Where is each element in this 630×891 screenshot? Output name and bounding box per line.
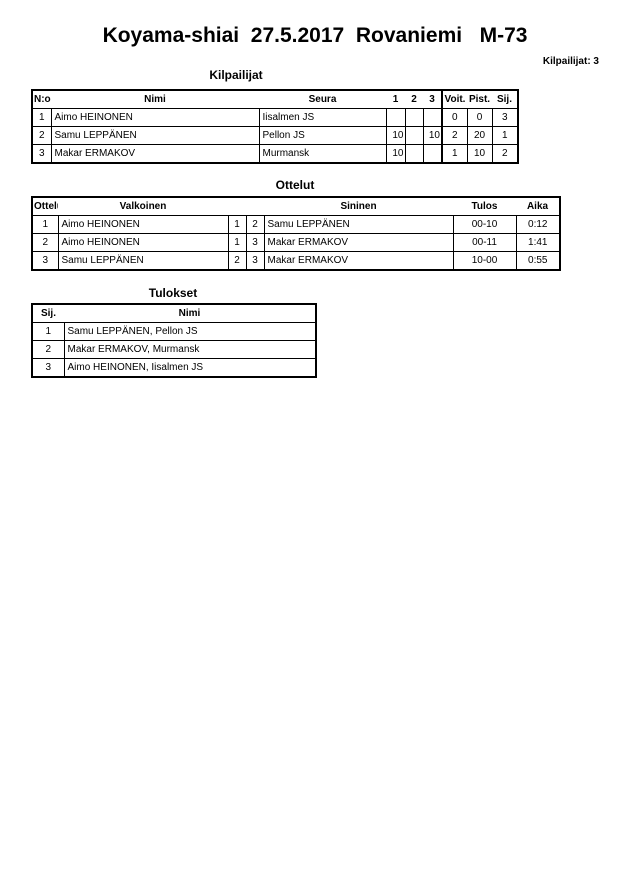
table-cell: 0:12 <box>515 215 561 234</box>
table-cell: 0 <box>441 108 468 127</box>
table-cell <box>404 108 424 127</box>
column-header: Nimi <box>64 304 316 323</box>
table-cell: Samu LEPPÄNEN, Pellon JS <box>63 322 317 341</box>
table-row: 1 Aimo HEINONEN Iisalmen JS 0 0 3 <box>31 108 519 127</box>
table-cell: Samu LEPPÄNEN <box>263 215 454 234</box>
column-header: 2 <box>405 90 423 109</box>
table-cell: 00-10 <box>452 215 517 234</box>
column-header: Tulos <box>453 197 516 216</box>
column-header: Sij. <box>492 90 518 109</box>
table-cell: 10-00 <box>452 251 517 271</box>
column-header: Ottelu <box>32 197 58 216</box>
table-row: 1 Aimo HEINONEN 1 2 Samu LEPPÄNEN 00-10 0:12 <box>31 215 561 234</box>
matches-table: OtteluValkoinenSininenTulosAika1Aimo HEI… <box>31 196 561 271</box>
table-cell: 2 <box>31 340 65 359</box>
column-header: Sininen <box>264 197 453 216</box>
column-header: Aika <box>516 197 560 216</box>
column-header: 3 <box>423 90 442 109</box>
table-cell: Iisalmen JS <box>258 108 387 127</box>
competitors-table: N:o Nimi Seura 1 2 3 Voit. Pist. Sij. 1 Aimo HEINO… <box>31 89 519 164</box>
column-header: Sij. <box>32 304 64 323</box>
competitor-count: Kilpailijat: 3 <box>542 56 599 67</box>
table-row: 2 Makar ERMAKOV, Murmansk <box>31 340 317 359</box>
table-cell: 3 <box>245 233 265 252</box>
column-header: Nimi <box>51 90 259 109</box>
table-cell: 3 <box>31 251 59 271</box>
header-row: N:o Nimi Seura 1 2 3 Voit. Pist. Sij. <box>32 90 518 109</box>
table-cell: 10 <box>385 126 406 145</box>
table-cell <box>422 144 443 164</box>
table-cell: 10 <box>466 144 493 164</box>
table-cell: 1 <box>441 144 468 164</box>
table-cell: 1 <box>491 126 519 145</box>
table-cell: Aimo HEINONEN, Iisalmen JS <box>63 358 317 378</box>
table-cell: 1 <box>227 215 247 234</box>
table-cell: Makar ERMAKOV <box>263 251 454 271</box>
table-cell: 00-11 <box>452 233 517 252</box>
competitors-title: Kilpailijat <box>209 68 263 82</box>
table-cell: 2 <box>31 126 52 145</box>
table-row: 3 Samu LEPPÄNEN 2 3 Makar ERMAKOV 10-00 0:55 <box>31 251 561 271</box>
table-cell: Aimo HEINONEN <box>57 215 229 234</box>
results-table: Sij. Nimi 1 Samu LEPPÄNEN, Pellon JS 2 Makar … <box>31 303 317 378</box>
table-cell <box>404 126 424 145</box>
table-cell: 2 <box>227 251 247 271</box>
table-cell: 10 <box>422 126 443 145</box>
table-cell: 3 <box>31 144 52 164</box>
table-cell: Pellon JS <box>258 126 387 145</box>
column-header: Pist. <box>467 90 492 109</box>
table-cell: 1:41 <box>515 233 561 252</box>
table-row: 1 Samu LEPPÄNEN, Pellon JS <box>31 322 317 341</box>
table-cell: Aimo HEINONEN <box>50 108 260 127</box>
table-row: 2 Samu LEPPÄNEN Pellon JS 10 10 2 20 1 <box>31 126 519 145</box>
table-cell <box>385 108 406 127</box>
table-cell: Samu LEPPÄNEN <box>50 126 260 145</box>
table-cell: 2 <box>245 215 265 234</box>
header-row: Sij. Nimi <box>32 304 316 323</box>
column-header: Voit. <box>441 90 467 109</box>
table-row: 2 Aimo HEINONEN 1 3 Makar ERMAKOV 00-11 1:41 <box>31 233 561 252</box>
table-cell <box>404 144 424 164</box>
table-cell: Aimo HEINONEN <box>57 233 229 252</box>
table-cell: 1 <box>31 215 59 234</box>
table-cell: 2 <box>31 233 59 252</box>
table-cell: 1 <box>31 108 52 127</box>
column-header <box>228 197 246 216</box>
matches-title: Ottelut <box>275 178 315 192</box>
table-cell: Makar ERMAKOV <box>50 144 260 164</box>
table-cell: 1 <box>31 322 65 341</box>
table-cell: 2 <box>491 144 519 164</box>
table-cell <box>422 108 443 127</box>
column-header <box>246 197 264 216</box>
column-header: Valkoinen <box>58 197 228 216</box>
table-cell: 20 <box>466 126 493 145</box>
table-cell: 0:55 <box>515 251 561 271</box>
column-header: N:o <box>32 90 51 109</box>
table-row: 3 Aimo HEINONEN, Iisalmen JS <box>31 358 317 378</box>
table-cell: 3 <box>491 108 519 127</box>
table-cell: 10 <box>385 144 406 164</box>
table-cell: 0 <box>466 108 493 127</box>
results-title: Tulokset <box>148 286 198 300</box>
table-cell: Makar ERMAKOV <box>263 233 454 252</box>
column-header: 1 <box>386 90 405 109</box>
table-cell: 1 <box>227 233 247 252</box>
table-cell: Murmansk <box>258 144 387 164</box>
table-cell: 2 <box>441 126 468 145</box>
table-cell: 3 <box>245 251 265 271</box>
table-cell: Makar ERMAKOV, Murmansk <box>63 340 317 359</box>
table-cell: 3 <box>31 358 65 378</box>
column-header: Seura <box>259 90 386 109</box>
page-title: Koyama-shiai 27.5.2017 Rovaniemi M-73 <box>102 24 528 47</box>
table-cell: Samu LEPPÄNEN <box>57 251 229 271</box>
table-row: 3 Makar ERMAKOV Murmansk 10 1 10 2 <box>31 144 519 164</box>
